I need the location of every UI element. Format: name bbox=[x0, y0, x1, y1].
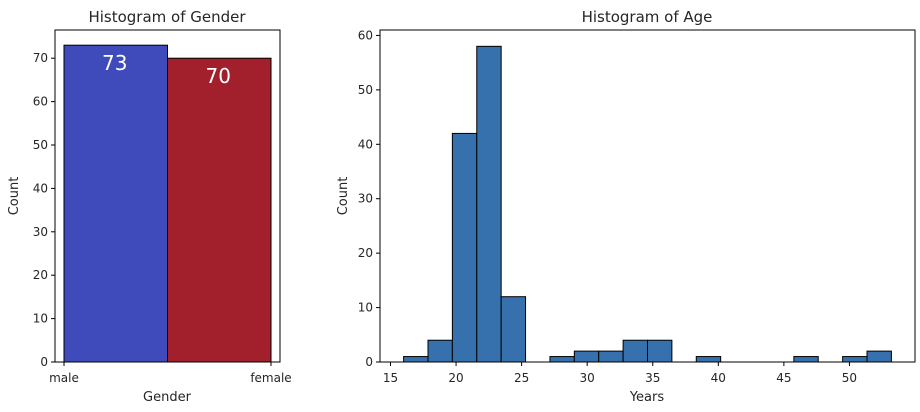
age-x-tick-label: 20 bbox=[448, 371, 463, 385]
age-y-tick-label: 50 bbox=[358, 83, 373, 97]
age-bar bbox=[695, 356, 722, 363]
age-x-tick-label: 45 bbox=[776, 371, 791, 385]
age-bar bbox=[842, 356, 868, 363]
age-bar bbox=[793, 356, 819, 363]
age-bar bbox=[427, 339, 453, 363]
gender-y-tick-label: 70 bbox=[33, 51, 48, 65]
gender-histogram: Histogram of Gender 73 70 0 10 20 30 40 50 60 70… bbox=[7, 8, 292, 405]
age-bar bbox=[647, 339, 673, 363]
age-bar bbox=[500, 296, 527, 363]
gender-bar-value-label: 73 bbox=[102, 51, 127, 75]
age-x-tick-label: 40 bbox=[711, 371, 726, 385]
gender-y-tick-label: 30 bbox=[33, 225, 48, 239]
gender-y-axis-label: Count bbox=[7, 177, 22, 216]
age-x-tick-label: 35 bbox=[645, 371, 660, 385]
gender-y-tick-label: 40 bbox=[33, 181, 48, 195]
age-bar bbox=[549, 356, 575, 363]
age-plot-frame bbox=[379, 29, 916, 363]
gender-plot-frame bbox=[54, 29, 281, 363]
age-chart-title: Histogram of Age bbox=[582, 8, 713, 26]
age-bar bbox=[598, 350, 624, 363]
gender-x-axis-label: Gender bbox=[143, 390, 192, 405]
gender-x-tick-label: male bbox=[49, 371, 79, 385]
age-y-tick-label: 30 bbox=[358, 192, 373, 206]
gender-y-tick-label: 60 bbox=[33, 95, 48, 109]
gender-y-tick-label: 50 bbox=[33, 138, 48, 152]
gender-bar bbox=[63, 44, 168, 363]
age-bar bbox=[866, 350, 892, 363]
age-histogram: Histogram of Age 0 10 20 30 40 50 60 15 20 25 30 3… bbox=[336, 8, 916, 405]
age-y-axis-label: Count bbox=[336, 177, 351, 216]
age-bar bbox=[403, 356, 429, 363]
gender-y-tick-label: 0 bbox=[40, 355, 48, 369]
age-x-tick-label: 50 bbox=[842, 371, 857, 385]
age-bar bbox=[451, 132, 478, 363]
gender-bar bbox=[167, 57, 272, 363]
gender-y-tick-label: 20 bbox=[33, 268, 48, 282]
age-y-tick-label: 0 bbox=[365, 355, 373, 369]
age-y-tick-label: 10 bbox=[358, 301, 373, 315]
gender-bar-value-label: 70 bbox=[206, 64, 231, 88]
age-x-tick-label: 25 bbox=[514, 371, 529, 385]
age-bar bbox=[476, 45, 502, 363]
age-y-tick-label: 20 bbox=[358, 246, 373, 260]
age-bar bbox=[622, 339, 648, 363]
gender-chart-title: Histogram of Gender bbox=[88, 8, 246, 26]
age-x-tick-label: 15 bbox=[383, 371, 398, 385]
gender-x-tick-label: female bbox=[250, 371, 291, 385]
age-y-tick-label: 40 bbox=[358, 137, 373, 151]
age-x-axis-label: Years bbox=[629, 390, 665, 405]
age-x-tick-label: 30 bbox=[580, 371, 595, 385]
gender-y-tick-label: 10 bbox=[33, 312, 48, 326]
age-y-tick-label: 60 bbox=[358, 28, 373, 42]
age-bar bbox=[573, 350, 600, 363]
